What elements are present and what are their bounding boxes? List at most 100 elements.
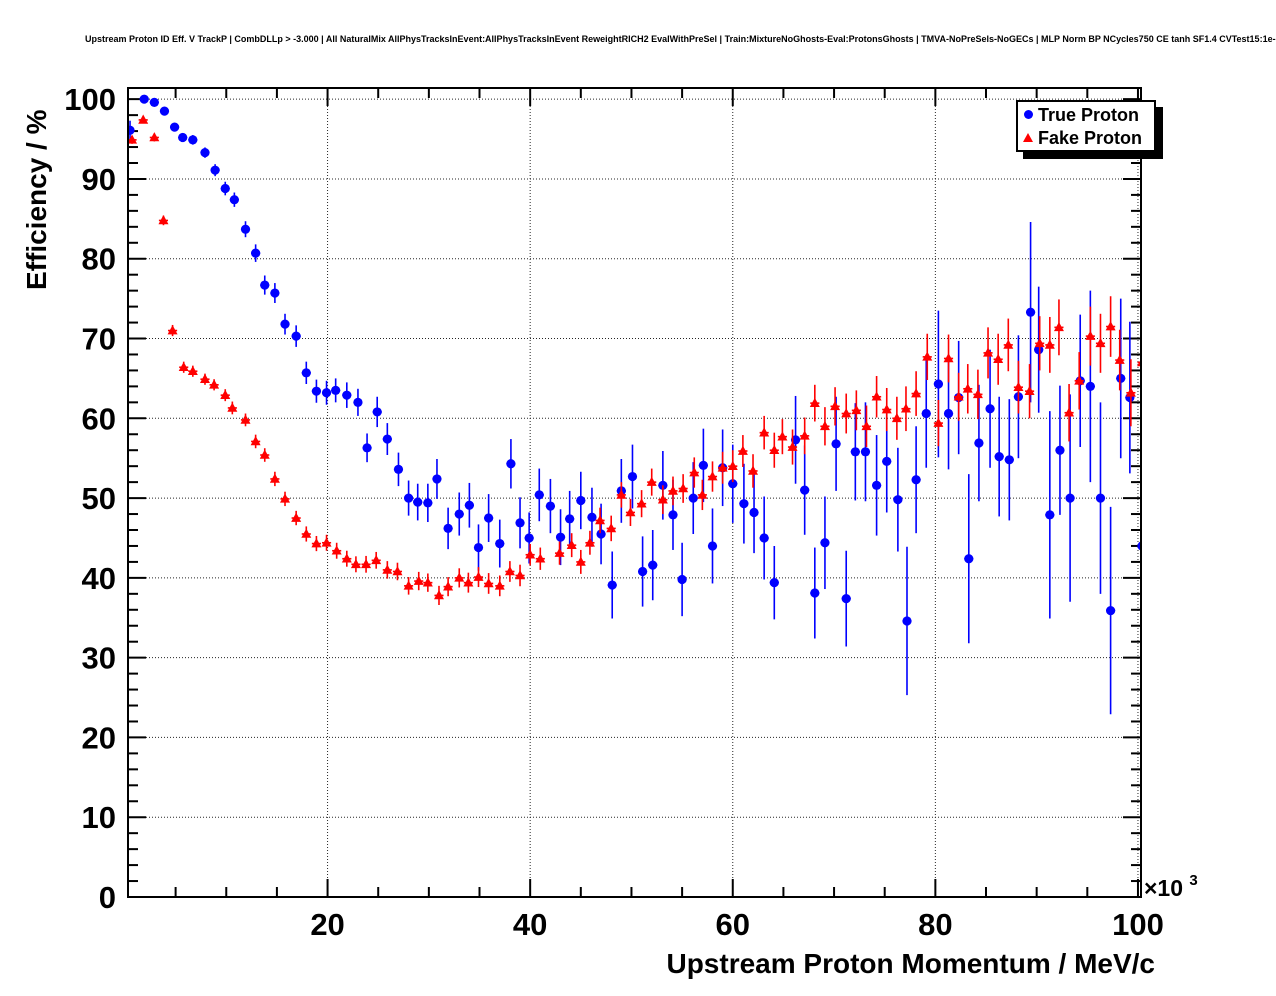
data-point [1044,316,1055,373]
data-point [220,389,231,402]
data-point [1045,411,1055,619]
data-point [933,399,944,447]
data-point [464,482,474,528]
data-point [911,426,921,534]
data-point [638,536,648,607]
data-point [953,372,964,421]
data-point [902,546,912,696]
data-point [707,508,718,584]
data-point [922,333,933,381]
data-point [515,497,525,549]
data-point [167,324,178,337]
data-point [737,435,748,467]
data-point [129,120,135,140]
x-tick-label: 40 [513,907,547,942]
data-point [717,451,728,484]
data-point [861,405,872,448]
data-point [921,359,931,468]
data-point [1125,359,1136,427]
y-tick-label: 40 [82,561,116,596]
x-scale-base: ×10 [1144,875,1183,901]
data-point [311,379,322,403]
y-tick-labels: 0 10 20 30 40 50 60 70 80 90 100 [64,82,116,915]
data-point [422,573,433,592]
data-point [900,386,911,432]
data-point [269,471,280,487]
data-point [974,384,984,502]
data-point [413,571,424,591]
data-point [301,361,311,384]
data-point [1114,329,1125,391]
data-point [229,192,239,207]
y-tick-label: 10 [82,800,116,835]
data-point [535,547,546,570]
data-point [872,435,882,536]
data-point [809,384,820,422]
data-point [689,457,700,488]
data-point [291,510,302,526]
data-point [159,106,170,116]
data-point [321,534,332,551]
data-point [576,471,586,530]
data-point [372,396,382,428]
data-point [149,97,159,107]
data-point [423,483,433,523]
data-point [625,498,636,527]
data-point [260,275,270,295]
data-point [667,476,678,506]
data-point [1137,360,1140,367]
data-point [331,378,341,403]
data-point [353,388,363,416]
legend-item-fake-proton: Fake Proton [1018,126,1154,149]
data-point [403,577,414,595]
y-tick-label: 20 [82,720,116,755]
x-tick-label: 80 [918,907,952,942]
data-point [1064,383,1075,442]
data-point [341,550,352,567]
data-point [677,542,687,617]
data-point [129,134,138,144]
plot-title: Upstream Proton ID Eff. V TrackP | CombD… [85,34,1276,44]
plot-frame [127,87,1142,898]
data-point [595,507,606,534]
data-point [158,215,169,226]
data-point [983,327,994,379]
data-point [1003,318,1014,372]
data-point [627,444,638,509]
data-point [301,526,312,542]
y-tick-label: 70 [82,322,116,357]
data-point [1074,352,1085,410]
data-point [250,434,261,449]
data-point [850,403,860,501]
y-tick-label: 50 [82,481,116,516]
data-point [1025,222,1036,403]
y-tick-label: 80 [82,242,116,277]
data-point [1065,394,1075,602]
data-point [993,333,1004,385]
data-point [240,221,251,238]
data-point [483,573,494,594]
data-point [985,349,995,468]
data-point [1053,299,1064,356]
data-point [739,463,749,544]
legend-marker-cell [1018,110,1038,119]
data-point [964,474,974,644]
data-point [138,114,149,124]
data-point [1095,402,1106,594]
data-point [1013,360,1024,414]
data-point [841,393,852,434]
x-tick-label: 20 [310,907,344,942]
data-point [350,556,361,573]
data-point [799,417,810,455]
data-point [432,458,442,499]
data-point [504,561,515,582]
data-point [413,483,423,521]
y-axis-title: Efficiency / % [21,109,52,290]
data-point [943,334,954,383]
data-point [851,390,862,431]
data-point [484,494,494,542]
data-point [748,454,759,488]
data-point [393,452,404,487]
data-point [698,428,708,503]
